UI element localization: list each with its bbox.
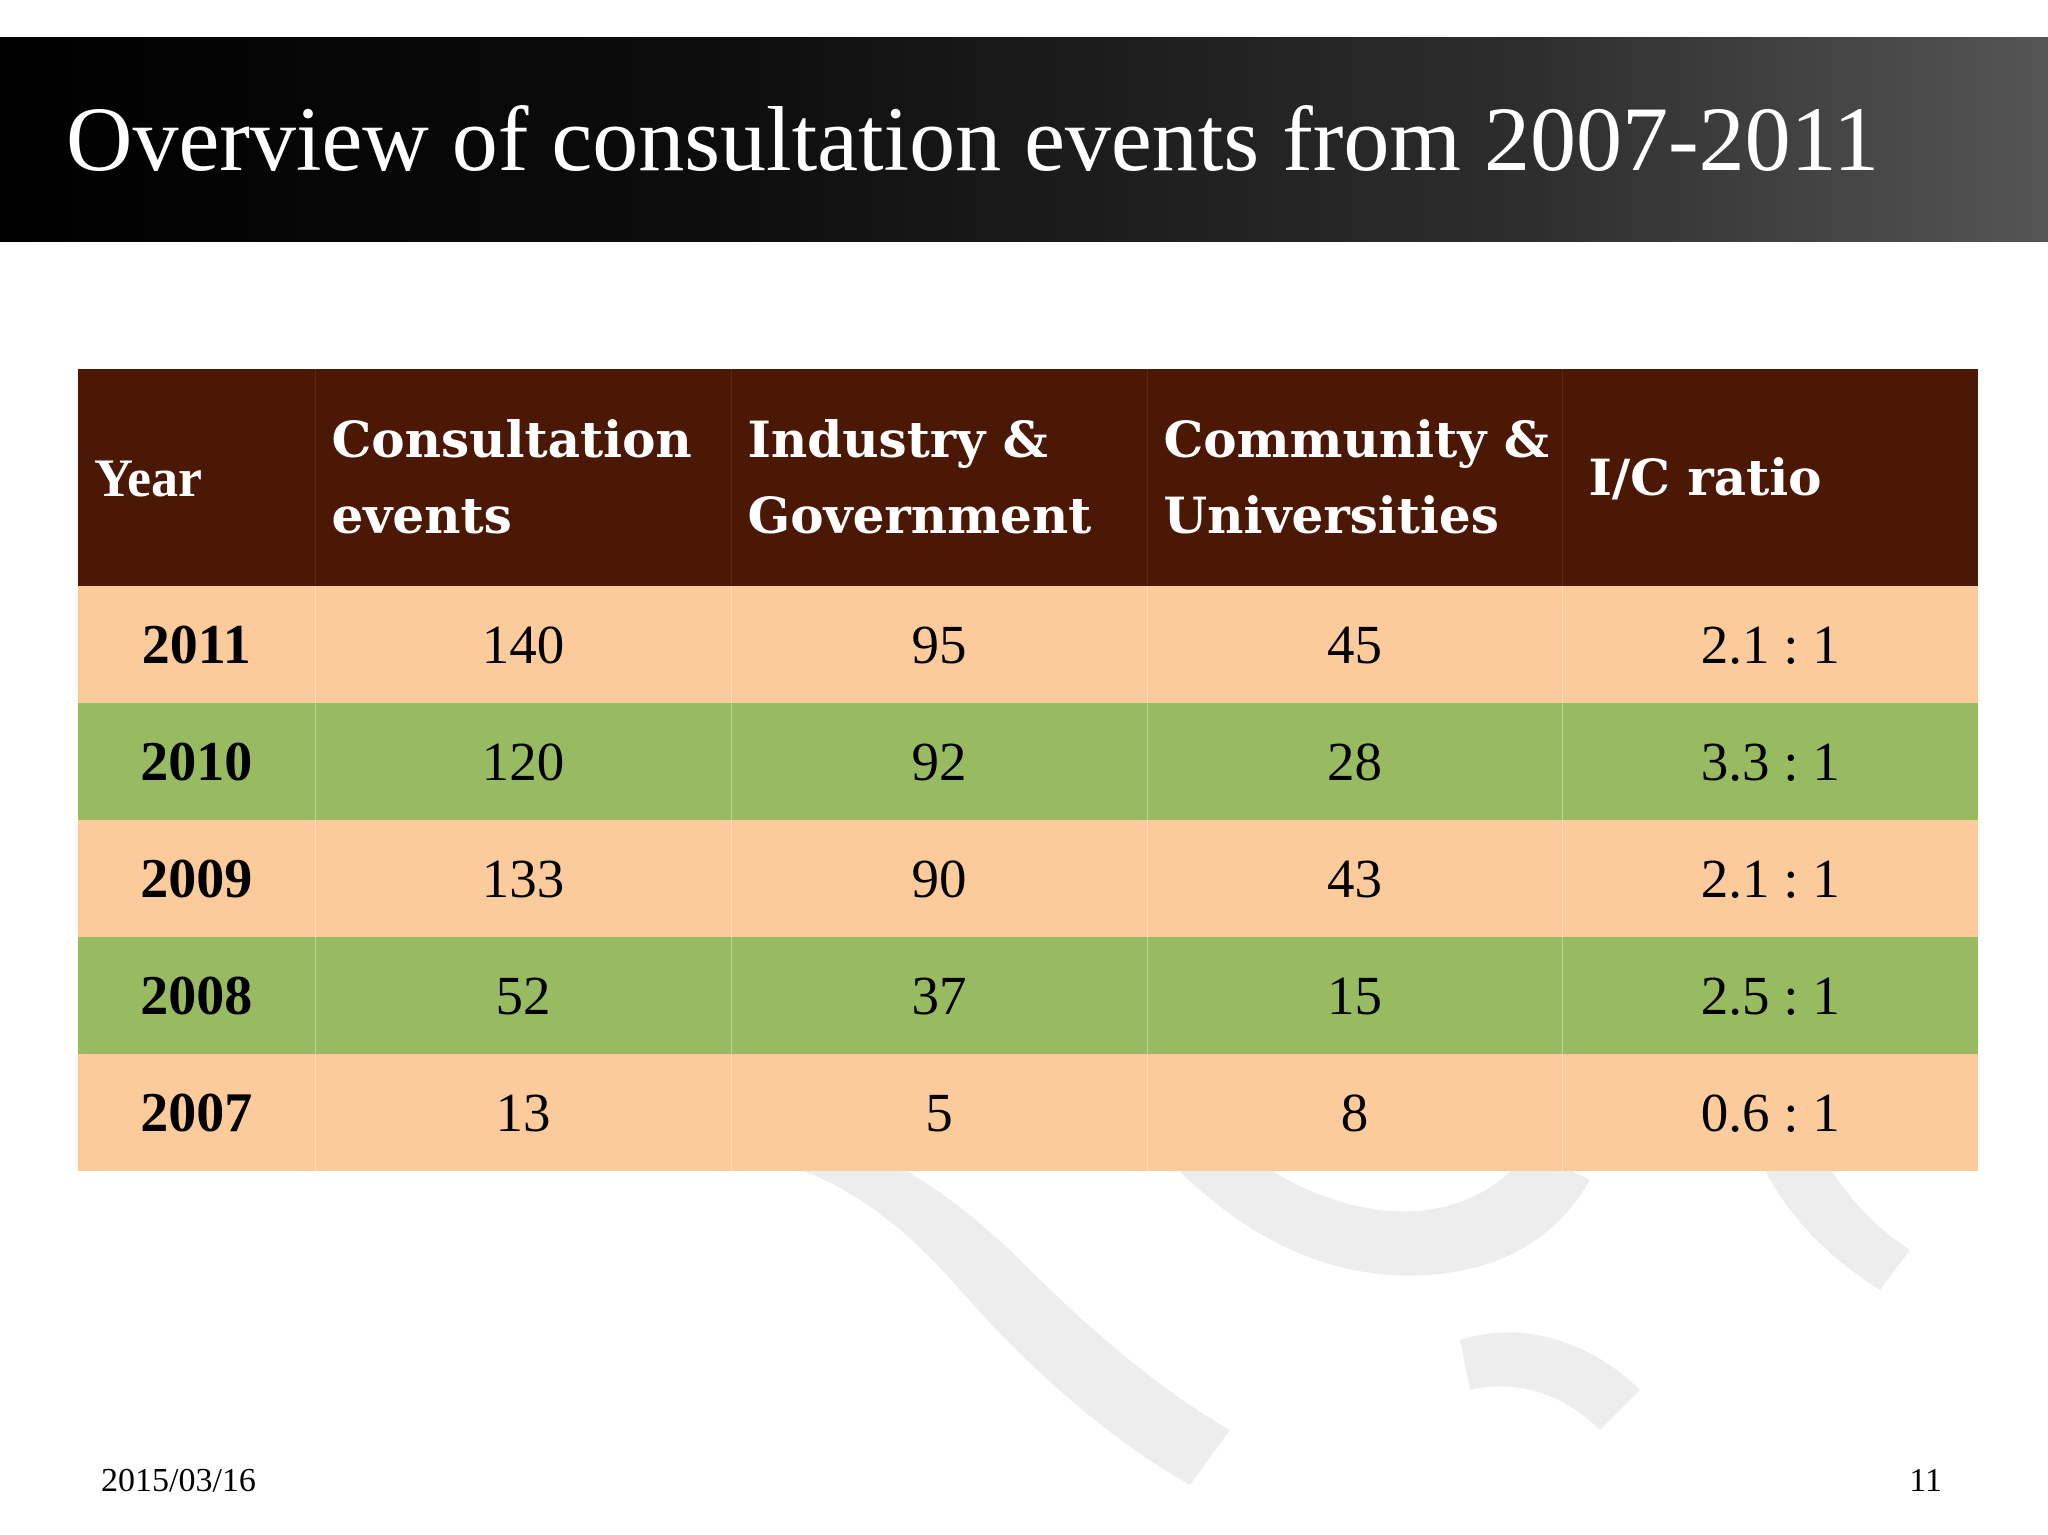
header-industry-line2: Government [747,485,1092,545]
header-community-line2: Universities [1163,485,1499,545]
cell-year: 2008 [78,937,316,1054]
cell-ratio: 2.5 : 1 [1562,937,1978,1054]
table-row: 2008 52 37 15 2.5 : 1 [78,937,1978,1054]
cell-year: 2011 [78,586,316,703]
header-ic-ratio: I/C ratio [1562,369,1978,586]
header-community-line1: Community & [1163,409,1549,469]
footer-date: 2015/03/16 [101,1462,256,1499]
cell-community: 43 [1147,820,1563,937]
cell-events: 133 [315,820,732,937]
title-bar: Overview of consultation events from 200… [0,37,2048,242]
cell-events: 140 [315,586,732,703]
table-header-row: Year Consultation events Industry & Govern… [78,369,1978,586]
table-row: 2009 133 90 43 2.1 : 1 [78,820,1978,937]
consultation-table: Year Consultation events Industry & Govern… [78,369,1978,1171]
cell-industry: 95 [731,586,1148,703]
cell-ratio: 3.3 : 1 [1562,703,1978,820]
cell-ratio: 2.1 : 1 [1562,586,1978,703]
header-community-universities: Community & Universities [1147,369,1563,586]
cell-events: 120 [315,703,732,820]
cell-industry: 92 [731,703,1148,820]
cell-community: 8 [1147,1054,1563,1171]
cell-year: 2010 [78,703,316,820]
header-ratio-label: I/C ratio [1588,447,1822,507]
page-number: 11 [1909,1462,1942,1499]
slide-title: Overview of consultation events from 200… [66,88,1880,190]
table-row: 2007 13 5 8 0.6 : 1 [78,1054,1978,1171]
cell-events: 13 [315,1054,732,1171]
cell-community: 15 [1147,937,1563,1054]
cell-year: 2009 [78,820,316,937]
header-industry-line1: Industry & [747,409,1048,469]
table-row: 2011 140 95 45 2.1 : 1 [78,586,1978,703]
header-industry-government: Industry & Government [731,369,1148,586]
cell-industry: 5 [731,1054,1148,1171]
header-year-label: Year [94,447,202,508]
cell-year: 2007 [78,1054,316,1171]
cell-ratio: 2.1 : 1 [1562,820,1978,937]
header-year: Year [78,369,316,586]
cell-community: 28 [1147,703,1563,820]
table-row: 2010 120 92 28 3.3 : 1 [78,703,1978,820]
header-events-line2: events [331,485,512,545]
cell-ratio: 0.6 : 1 [1562,1054,1978,1171]
header-consultation-events: Consultation events [315,369,732,586]
cell-events: 52 [315,937,732,1054]
cell-industry: 90 [731,820,1148,937]
header-events-line1: Consultation [331,409,692,469]
cell-community: 45 [1147,586,1563,703]
cell-industry: 37 [731,937,1148,1054]
